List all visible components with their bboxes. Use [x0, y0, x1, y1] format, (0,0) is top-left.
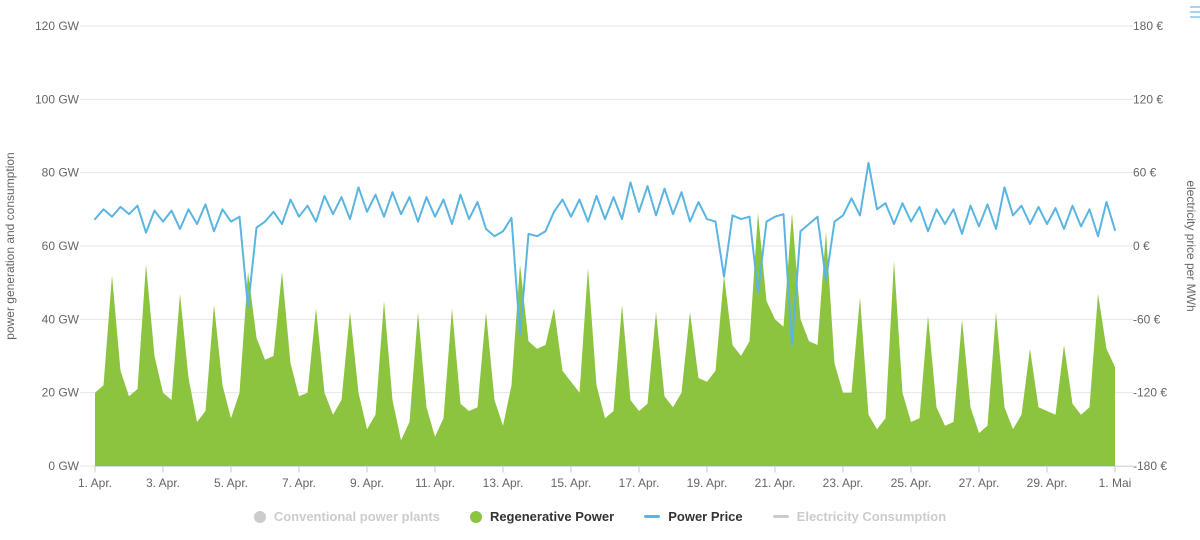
- y-axis-left-title: power generation and consumption: [3, 152, 17, 339]
- axis-lines-and-ticks: [94, 466, 1133, 473]
- x-axis-tick-label: 15. Apr.: [551, 476, 592, 490]
- legend-label: Regenerative Power: [489, 509, 615, 524]
- y-axis-left-tick-label: 100 GW: [35, 92, 80, 106]
- y-axis-left-tick-label: 0 GW: [48, 459, 79, 473]
- x-axis-tick-label: 13. Apr.: [483, 476, 524, 490]
- x-axis-tick-label: 3. Apr.: [146, 476, 180, 490]
- x-axis-tick-label: 29. Apr.: [1027, 476, 1068, 490]
- conventional-power-legend-symbol: [253, 510, 266, 523]
- x-axis-tick-label: 19. Apr.: [687, 476, 728, 490]
- legend-label: Electricity Consumption: [796, 509, 947, 524]
- y-axis-right-tick-label: 0 €: [1133, 239, 1150, 253]
- y-axis-right-tick-label: -60 €: [1133, 312, 1161, 326]
- x-axis-tick-label: 1. Apr.: [78, 476, 112, 490]
- regenerative-power-legend-symbol: [469, 510, 482, 523]
- y-axis-left-labels: 0 GW 20 GW 40 GW 60 GW 80 GW 100 GW 120 GW: [35, 19, 80, 473]
- legend-label: Conventional power plants: [273, 509, 440, 524]
- area-path: [95, 213, 1115, 466]
- electricity-consumption-legend-symbol: [772, 515, 789, 518]
- legend-item-conventional-power-plants[interactable]: Conventional power plants: [253, 509, 440, 524]
- x-axis-tick-label: 25. Apr.: [891, 476, 932, 490]
- y-axis-left-tick-label: 40 GW: [42, 312, 80, 326]
- x-axis-tick-label: 27. Apr.: [959, 476, 1000, 490]
- legend-label: Power Price: [668, 509, 743, 524]
- power-price-legend-symbol: [644, 515, 661, 518]
- x-axis-tick-label: 23. Apr.: [823, 476, 864, 490]
- x-axis-labels: 1. Apr. 3. Apr. 5. Apr. 7. Apr. 9. Apr. 11. A…: [78, 476, 1131, 490]
- y-axis-left-tick-label: 80 GW: [42, 166, 80, 180]
- y-axis-right-tick-label: -120 €: [1133, 386, 1167, 400]
- line-path: [94, 161, 1116, 346]
- y-axis-right-title: electricity price per MWh: [1184, 180, 1198, 311]
- x-axis-tick-label: 7. Apr.: [282, 476, 316, 490]
- y-axis-left-tick-label: 60 GW: [42, 239, 80, 253]
- y-axis-left-tick-label: 20 GW: [42, 386, 80, 400]
- x-axis-tick-label: 1. Mai: [1099, 476, 1132, 490]
- y-axis-right-tick-label: -180 €: [1133, 459, 1167, 473]
- x-axis-tick-label: 11. Apr.: [415, 476, 455, 490]
- legend-item-power-price[interactable]: Power Price: [644, 509, 743, 524]
- x-axis-tick-label: 17. Apr.: [619, 476, 660, 490]
- y-axis-right-tick-label: 180 €: [1133, 19, 1163, 33]
- y-axis-right-tick-label: 120 €: [1133, 92, 1163, 106]
- y-axis-left-tick-label: 120 GW: [35, 19, 80, 33]
- regenerative-power-area-series: [95, 213, 1115, 466]
- power-price-line-series: [94, 161, 1116, 346]
- x-axis-tick-label: 21. Apr.: [755, 476, 796, 490]
- legend-item-regenerative-power[interactable]: Regenerative Power: [469, 509, 615, 524]
- export-menu-icon[interactable]: [1190, 6, 1200, 22]
- chart-legend: Conventional power plants Regenerative P…: [0, 509, 1200, 524]
- y-axis-right-tick-label: 60 €: [1133, 166, 1157, 180]
- y-axis-right-labels: -180 € -120 € -60 € 0 € 60 € 120 € 180 €: [1133, 19, 1167, 473]
- x-axis-tick-label: 5. Apr.: [214, 476, 248, 490]
- legend-item-electricity-consumption[interactable]: Electricity Consumption: [772, 509, 947, 524]
- x-axis-tick-label: 9. Apr.: [350, 476, 384, 490]
